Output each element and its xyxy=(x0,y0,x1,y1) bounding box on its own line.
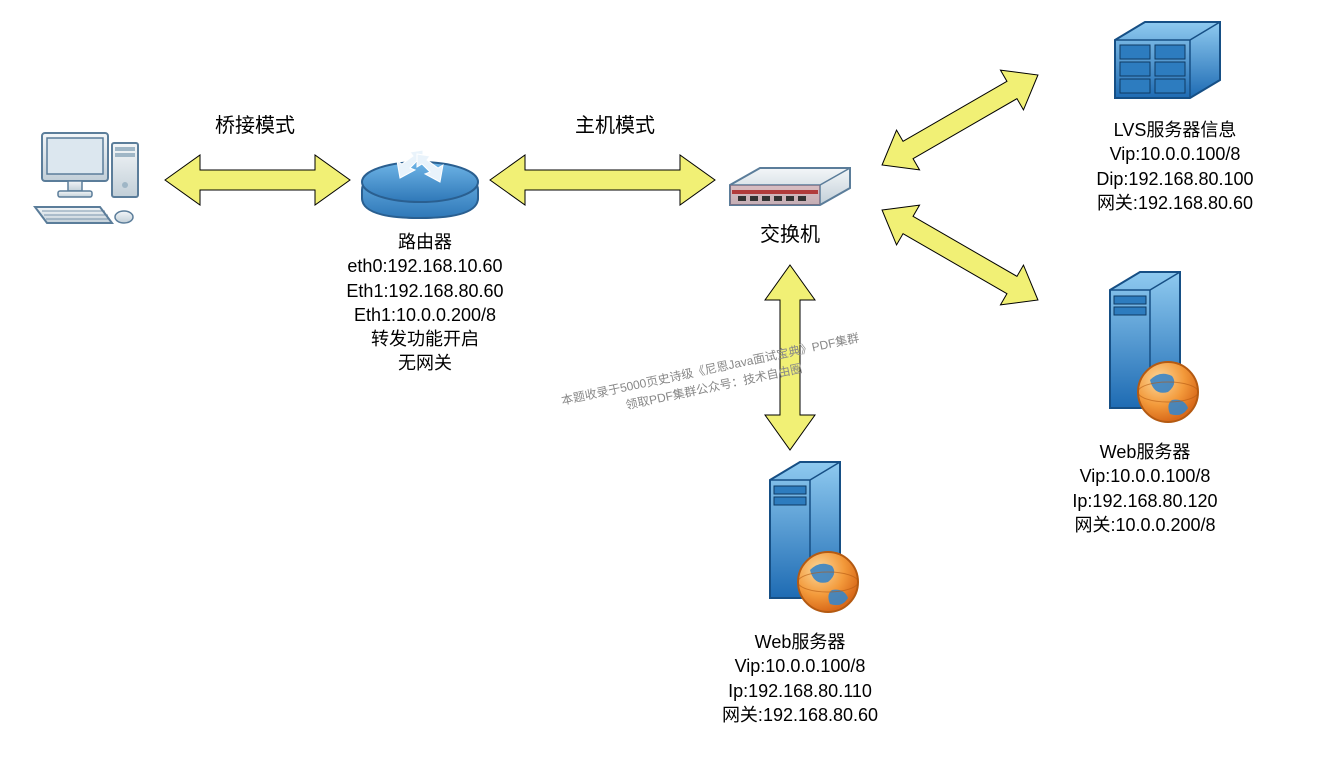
lvs-server-icon xyxy=(1100,10,1230,110)
router-title: 路由器 xyxy=(315,230,535,254)
arrow-router-switch xyxy=(490,155,715,205)
web-bottom-title: Web服务器 xyxy=(690,630,910,654)
pc-icon xyxy=(20,125,150,235)
router-gateway: 无网关 xyxy=(315,351,535,375)
web-right-label-block: Web服务器 Vip:10.0.0.100/8 Ip:192.168.80.12… xyxy=(1035,440,1255,537)
web-right-icon xyxy=(1080,260,1210,430)
router-icon xyxy=(355,130,485,225)
arrow-switch-lvs xyxy=(871,55,1050,185)
web-bottom-label-block: Web服务器 Vip:10.0.0.100/8 Ip:192.168.80.11… xyxy=(690,630,910,727)
lvs-title: LVS服务器信息 xyxy=(1075,118,1275,142)
router-eth1-a: Eth1:192.168.80.60 xyxy=(315,279,535,303)
web-right-gateway: 网关:10.0.0.200/8 xyxy=(1035,513,1255,537)
node-pc xyxy=(20,125,150,235)
router-eth0: eth0:192.168.10.60 xyxy=(315,254,535,278)
router-forward: 转发功能开启 xyxy=(315,327,535,351)
router-eth1-b: Eth1:10.0.0.200/8 xyxy=(315,303,535,327)
web-bottom-ip: Ip:192.168.80.110 xyxy=(690,679,910,703)
web-right-ip: Ip:192.168.80.120 xyxy=(1035,489,1255,513)
web-bottom-vip: Vip:10.0.0.100/8 xyxy=(690,654,910,678)
web-right-title: Web服务器 xyxy=(1035,440,1255,464)
node-lvs xyxy=(1100,10,1230,110)
router-label-block: 路由器 eth0:192.168.10.60 Eth1:192.168.80.6… xyxy=(315,230,535,376)
web-bottom-icon xyxy=(740,450,870,620)
lvs-gateway: 网关:192.168.80.60 xyxy=(1075,191,1275,215)
node-web-bottom xyxy=(740,450,870,620)
node-web-right xyxy=(1080,260,1210,430)
label-bridge-mode: 桥接模式 xyxy=(185,113,325,140)
node-switch xyxy=(720,150,860,220)
lvs-vip: Vip:10.0.0.100/8 xyxy=(1075,142,1275,166)
arrow-switch-web-right xyxy=(871,190,1050,320)
arrow-pc-router xyxy=(165,155,350,205)
switch-label: 交换机 xyxy=(730,222,850,249)
lvs-dip: Dip:192.168.80.100 xyxy=(1075,167,1275,191)
web-bottom-gateway: 网关:192.168.80.60 xyxy=(690,703,910,727)
web-right-vip: Vip:10.0.0.100/8 xyxy=(1035,464,1255,488)
lvs-label-block: LVS服务器信息 Vip:10.0.0.100/8 Dip:192.168.80… xyxy=(1075,118,1275,215)
switch-icon xyxy=(720,150,860,220)
label-host-mode: 主机模式 xyxy=(545,113,685,140)
node-router xyxy=(355,130,485,225)
